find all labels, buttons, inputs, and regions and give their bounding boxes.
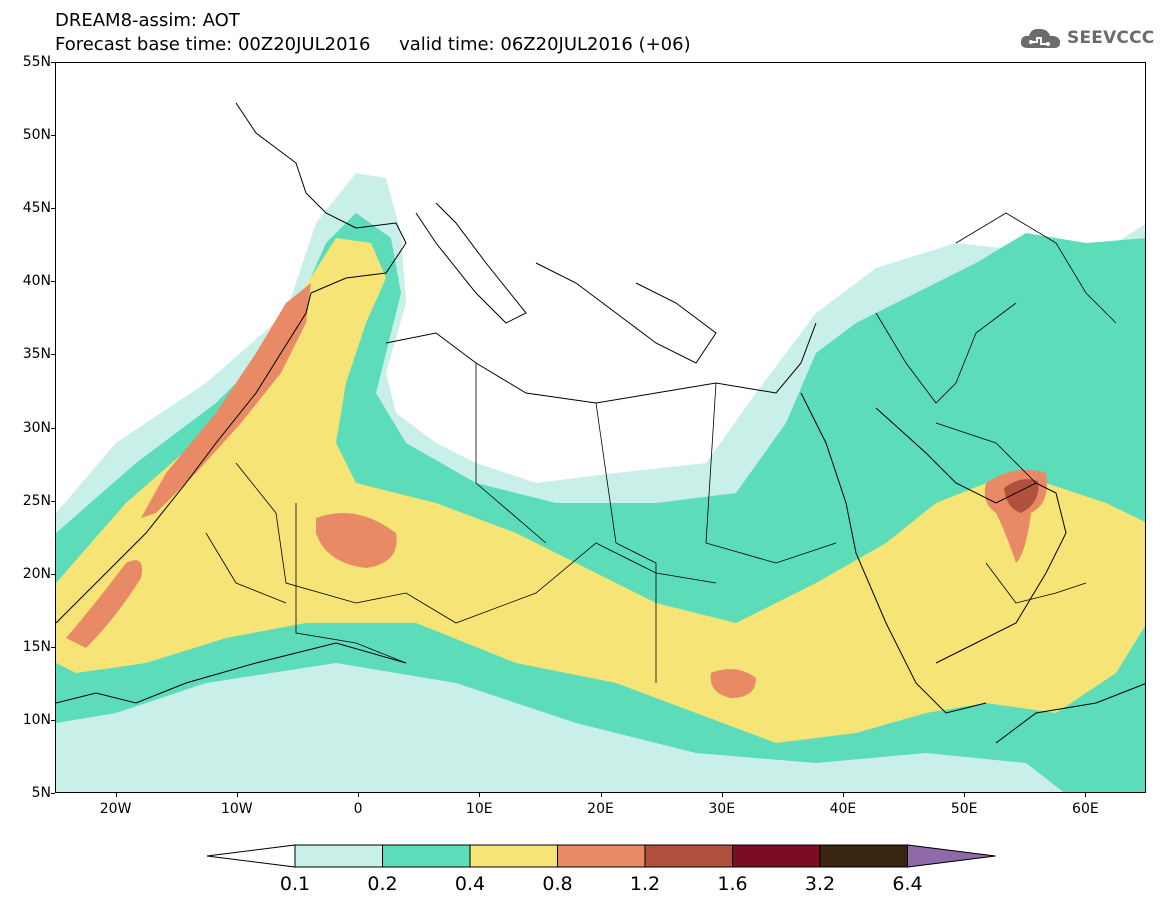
lat-tick-mark <box>51 354 55 356</box>
lat-tick-label: 30N <box>22 419 51 436</box>
lon-tick-mark <box>600 793 602 797</box>
lon-tick-label: 40E <box>829 801 857 817</box>
cloud-icon <box>1020 28 1061 48</box>
colorbar-threshold-label: 0.2 <box>367 873 398 895</box>
colorbar-threshold-label: 6.4 <box>892 873 923 895</box>
lon-tick-label: 60E <box>1072 801 1099 817</box>
colorbar-swatch <box>382 844 471 868</box>
colorbar-swatch <box>557 844 646 868</box>
lat-tick-label: 10N <box>22 711 51 728</box>
lat-tick-label: 15N <box>22 638 51 655</box>
lat-tick-label: 25N <box>22 492 51 509</box>
colorbar-threshold-label: 0.4 <box>454 873 486 895</box>
valid-time-label: valid time: <box>399 34 495 55</box>
lon-tick-mark <box>115 793 117 797</box>
lon-tick-label: 10W <box>220 801 253 817</box>
logo-text: SEEVCCC <box>1067 28 1155 48</box>
lon-tick-label: 10E <box>465 801 493 817</box>
country-borders <box>205 212 1117 683</box>
aot-contour-1.2 <box>1004 479 1039 513</box>
lat-tick-mark <box>51 135 55 137</box>
lon-tick-mark <box>721 793 723 797</box>
lat-tick-label: 45N <box>22 200 51 217</box>
valid-time-value: 06Z20JUL2016 (+06) <box>500 34 691 55</box>
lat-tick-mark <box>51 646 55 648</box>
colorbar-swatch <box>819 844 908 868</box>
colorbar-swatch <box>732 844 821 868</box>
lon-tick-label: 20W <box>99 801 132 817</box>
lon-tick-mark <box>236 793 238 797</box>
aot-contour-0.8 <box>66 283 1047 698</box>
lon-tick-mark <box>358 793 360 797</box>
lon-tick-label: 50E <box>950 801 978 817</box>
base-time-value: 00Z20JUL2016 <box>237 34 371 55</box>
lat-tick-label: 35N <box>22 346 51 363</box>
colorbar-swatch <box>644 844 733 868</box>
lon-tick-label: 0 <box>353 801 363 817</box>
map-area <box>55 62 1146 793</box>
colorbar-threshold-label: 1.6 <box>717 873 748 895</box>
colorbar-under-arrow <box>206 844 296 868</box>
colorbar-threshold-label: 3.2 <box>804 873 836 895</box>
lon-tick-mark <box>1085 793 1087 797</box>
forecast-time-line: Forecast base time: 00Z20JUL2016 valid t… <box>55 35 691 55</box>
seevccc-logo: SEEVCCC <box>1018 25 1154 51</box>
lat-tick-label: 50N <box>22 127 51 144</box>
aot-contour-0.4 <box>56 238 1145 743</box>
lat-tick-mark <box>51 62 55 63</box>
colorbar-threshold-label: 1.2 <box>629 873 661 895</box>
aot-colorbar <box>0 830 1165 900</box>
lon-tick-mark <box>479 793 481 797</box>
lon-tick-label: 30E <box>708 801 736 817</box>
lat-tick-mark <box>51 281 55 283</box>
lat-tick-label: 20N <box>22 565 51 582</box>
colorbar-over-arrow <box>907 844 996 868</box>
lat-tick-mark <box>51 427 55 429</box>
colorbar-swatch <box>294 844 383 868</box>
map-title: DREAM8-assim: AOT <box>55 10 240 31</box>
colorbar-swatch <box>469 844 558 868</box>
lat-tick-mark <box>51 793 55 794</box>
aot-map <box>56 63 1145 792</box>
colorbar-swatches <box>206 844 996 868</box>
lat-tick-label: 40N <box>22 273 51 290</box>
colorbar-threshold-label: 0.8 <box>542 873 573 895</box>
lon-tick-mark <box>842 793 844 797</box>
lat-tick-mark <box>51 208 55 210</box>
lat-tick-label: 5N <box>31 785 51 801</box>
lat-tick-mark <box>51 719 55 721</box>
lon-tick-mark <box>964 793 966 797</box>
colorbar-threshold-label: 0.1 <box>279 873 311 895</box>
coastlines <box>56 102 1145 744</box>
base-time-label: Forecast base time: <box>55 34 233 55</box>
lat-tick-mark <box>51 500 55 502</box>
lat-tick-label: 55N <box>22 54 51 70</box>
lon-tick-label: 20E <box>587 801 614 817</box>
lat-tick-mark <box>51 573 55 575</box>
